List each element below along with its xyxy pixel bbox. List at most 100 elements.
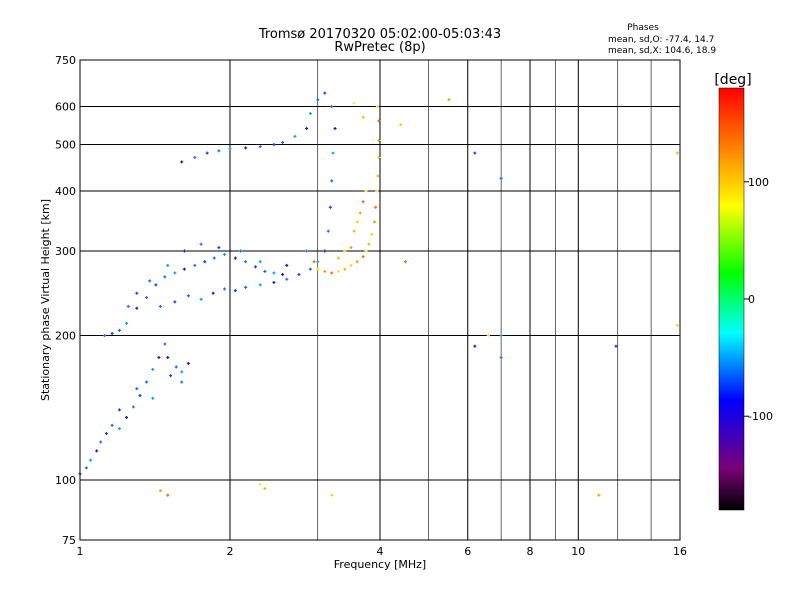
echo-point bbox=[131, 405, 135, 409]
colorbar bbox=[718, 87, 745, 511]
echo-point bbox=[285, 263, 289, 267]
y-axis-label: Stationary phase Virtual Height [km] bbox=[39, 199, 52, 401]
echo-point bbox=[352, 229, 356, 233]
echo-point bbox=[305, 126, 309, 130]
x-tick-labels: 1 2 4 6 8 10 16 bbox=[77, 545, 688, 558]
echo-point bbox=[364, 249, 368, 253]
echo-point bbox=[151, 396, 155, 400]
echo-point bbox=[217, 246, 221, 250]
echo-point bbox=[312, 260, 316, 264]
echo-point bbox=[614, 344, 618, 348]
echo-point bbox=[203, 260, 207, 264]
echo-point bbox=[399, 123, 403, 127]
echo-point bbox=[138, 394, 142, 398]
echo-point bbox=[223, 253, 227, 257]
echo-point bbox=[375, 105, 379, 109]
echo-point bbox=[217, 149, 221, 153]
echo-point bbox=[316, 98, 320, 102]
echo-point bbox=[104, 432, 108, 436]
x-tick-label: 8 bbox=[527, 545, 534, 558]
echo-point bbox=[297, 273, 301, 277]
echo-point bbox=[174, 365, 178, 369]
echo-point bbox=[377, 119, 381, 123]
echo-point bbox=[157, 355, 161, 359]
echo-point bbox=[95, 449, 99, 453]
phases-line-x: mean, sd,X: 104.6, 18.9 bbox=[608, 46, 716, 56]
echo-point bbox=[272, 143, 276, 147]
echo-point bbox=[180, 160, 184, 164]
echo-point bbox=[281, 140, 285, 144]
echo-point bbox=[486, 334, 490, 338]
x-axis-label: Frequency [MHz] bbox=[334, 558, 426, 571]
echo-point bbox=[182, 267, 186, 271]
colorbar-unit: [deg] bbox=[714, 72, 751, 88]
echo-point bbox=[199, 242, 203, 246]
x-tick-label: 4 bbox=[377, 545, 384, 558]
echo-point bbox=[336, 256, 340, 260]
echo-point bbox=[597, 493, 601, 497]
echo-point bbox=[84, 466, 88, 470]
echo-point bbox=[333, 126, 337, 130]
echo-point bbox=[125, 415, 129, 419]
echo-point bbox=[126, 304, 130, 308]
echo-point bbox=[135, 291, 139, 295]
echo-point bbox=[135, 306, 139, 310]
echo-point bbox=[223, 287, 227, 291]
echo-point bbox=[158, 304, 162, 308]
echo-point bbox=[205, 151, 209, 155]
x-tick-label: 16 bbox=[673, 545, 687, 558]
echo-point bbox=[272, 280, 276, 284]
echo-point bbox=[370, 232, 374, 236]
echo-point bbox=[135, 387, 139, 391]
phases-heading: Phases bbox=[627, 23, 659, 33]
echo-point bbox=[272, 271, 276, 275]
echo-point bbox=[154, 283, 158, 287]
echo-point bbox=[361, 115, 365, 119]
echo-point bbox=[675, 151, 679, 155]
echo-point bbox=[89, 458, 93, 462]
echo-point bbox=[285, 277, 289, 281]
echo-point bbox=[163, 342, 167, 346]
x-tick-label: 2 bbox=[227, 545, 234, 558]
echo-point bbox=[377, 138, 381, 142]
echo-point bbox=[361, 200, 365, 204]
echo-point bbox=[326, 229, 330, 233]
echo-point bbox=[330, 271, 334, 275]
y-tick-label: 300 bbox=[55, 245, 76, 258]
echo-point bbox=[110, 331, 114, 335]
y-tick-label: 100 bbox=[55, 474, 76, 487]
echo-point bbox=[447, 98, 451, 102]
echo-point bbox=[323, 249, 327, 253]
echo-point bbox=[125, 321, 129, 325]
echo-point bbox=[99, 440, 103, 444]
echo-point bbox=[148, 279, 152, 283]
echo-point bbox=[336, 269, 340, 273]
echo-point bbox=[166, 493, 170, 497]
echo-point bbox=[186, 361, 190, 365]
echo-point bbox=[117, 427, 121, 431]
echo-point bbox=[110, 423, 114, 427]
echo-point bbox=[323, 269, 327, 273]
y-tick-label: 200 bbox=[55, 330, 76, 343]
echo-point bbox=[173, 271, 177, 275]
echo-point bbox=[169, 374, 173, 378]
echo-point bbox=[316, 260, 320, 264]
echo-point bbox=[358, 211, 362, 215]
echo-point bbox=[375, 189, 379, 193]
echo-point bbox=[173, 300, 177, 304]
echo-point bbox=[473, 344, 477, 348]
echo-point bbox=[117, 328, 121, 332]
y-tick-label: 400 bbox=[55, 185, 76, 198]
echo-point bbox=[244, 285, 248, 289]
echo-point bbox=[258, 283, 262, 287]
echo-point bbox=[258, 145, 262, 149]
echo-point bbox=[308, 267, 312, 271]
phases-line-o: mean, sd,O: -77.4, 14.7 bbox=[608, 35, 714, 45]
echo-point bbox=[349, 263, 353, 267]
echo-point bbox=[355, 220, 359, 224]
echo-point bbox=[263, 269, 267, 273]
echo-point bbox=[373, 220, 377, 224]
echo-point bbox=[349, 246, 353, 250]
echo-point bbox=[374, 205, 378, 209]
echo-point bbox=[328, 205, 332, 209]
